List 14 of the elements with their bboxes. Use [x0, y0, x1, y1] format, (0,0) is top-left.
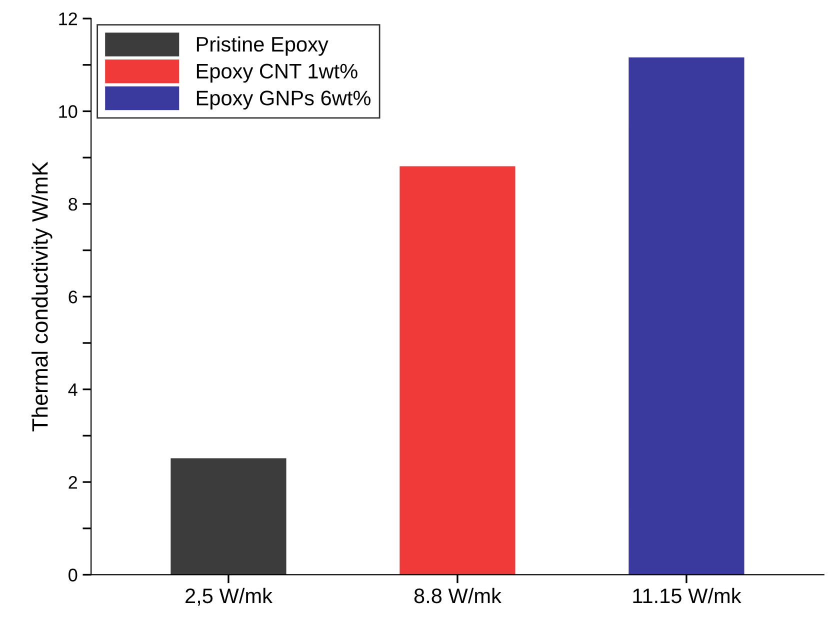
- y-tick-label: 10: [59, 105, 78, 118]
- x-tick-label: 11.15 W/mk: [633, 588, 742, 604]
- y-tick-label: 12: [59, 12, 77, 26]
- y-tick-label: 2: [68, 476, 77, 489]
- y-tick-label: 0: [68, 568, 78, 582]
- y-axis-title: Thermal conductivity W/mK: [32, 162, 52, 432]
- x-tick-label: 8.8 W/mk: [414, 588, 502, 604]
- y-tick-label: 6: [68, 290, 78, 304]
- legend-label: Epoxy CNT 1wt%: [196, 64, 358, 83]
- legend-label: Pristine Epoxy: [196, 36, 328, 56]
- x-tick-label: 2,5 W/mk: [186, 588, 272, 606]
- y-tick-label: 8: [68, 198, 78, 211]
- y-tick-label: 4: [68, 383, 78, 396]
- legend-label: Epoxy GNPs 6wt%: [196, 90, 370, 110]
